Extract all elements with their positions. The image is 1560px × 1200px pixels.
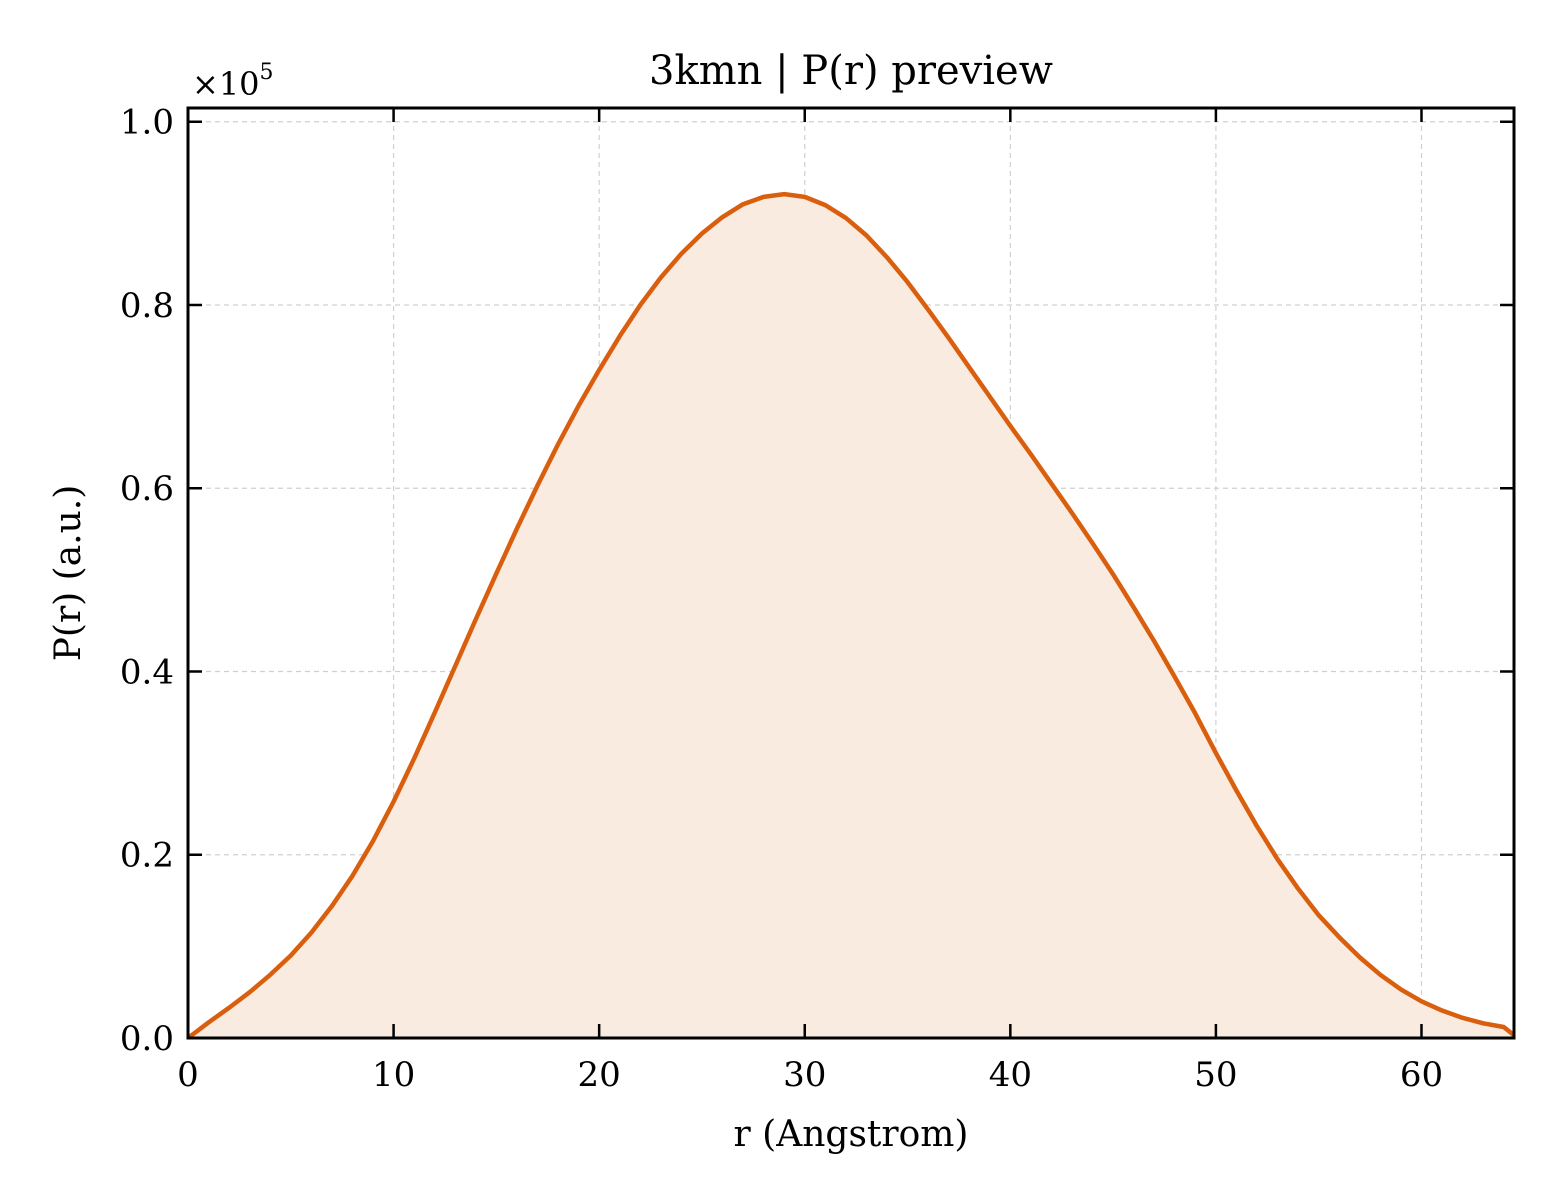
x-tick-label: 10 bbox=[372, 1055, 415, 1095]
y-tick-label: 0.0 bbox=[120, 1019, 174, 1059]
ticks bbox=[186, 108, 1514, 1040]
tick-labels: 0 10 20 30 40 50 60 0.0 0.2 0.4 0.6 0.8 1.0 bbox=[120, 103, 1443, 1095]
x-tick-label: 20 bbox=[578, 1055, 621, 1095]
x-axis-label: r (Angstrom) bbox=[734, 1114, 969, 1155]
y-tick-label: 0.8 bbox=[120, 286, 174, 326]
x-tick-label: 40 bbox=[989, 1055, 1032, 1095]
y-tick-label: 1.0 bbox=[120, 103, 174, 143]
y-tick-label: 0.6 bbox=[120, 469, 174, 509]
pr-area-fill bbox=[188, 194, 1514, 1038]
x-tick-label: 0 bbox=[177, 1055, 199, 1095]
y-axis-multiplier-base: ×10 bbox=[192, 65, 260, 103]
x-tick-label: 30 bbox=[783, 1055, 826, 1095]
y-axis-multiplier-exponent: 5 bbox=[260, 60, 274, 85]
y-tick-label: 0.4 bbox=[120, 652, 174, 692]
pr-series-line bbox=[186, 191, 1516, 1040]
chart-title: 3kmn | P(r) preview bbox=[649, 48, 1053, 94]
x-tick-label: 60 bbox=[1400, 1055, 1443, 1095]
y-axis-label: P(r) (a.u.) bbox=[48, 485, 89, 662]
y-axis-multiplier: ×105 bbox=[192, 60, 274, 103]
y-tick-label: 0.2 bbox=[120, 836, 174, 876]
x-tick-label: 50 bbox=[1194, 1055, 1237, 1095]
axes-frame bbox=[186, 106, 1516, 1040]
